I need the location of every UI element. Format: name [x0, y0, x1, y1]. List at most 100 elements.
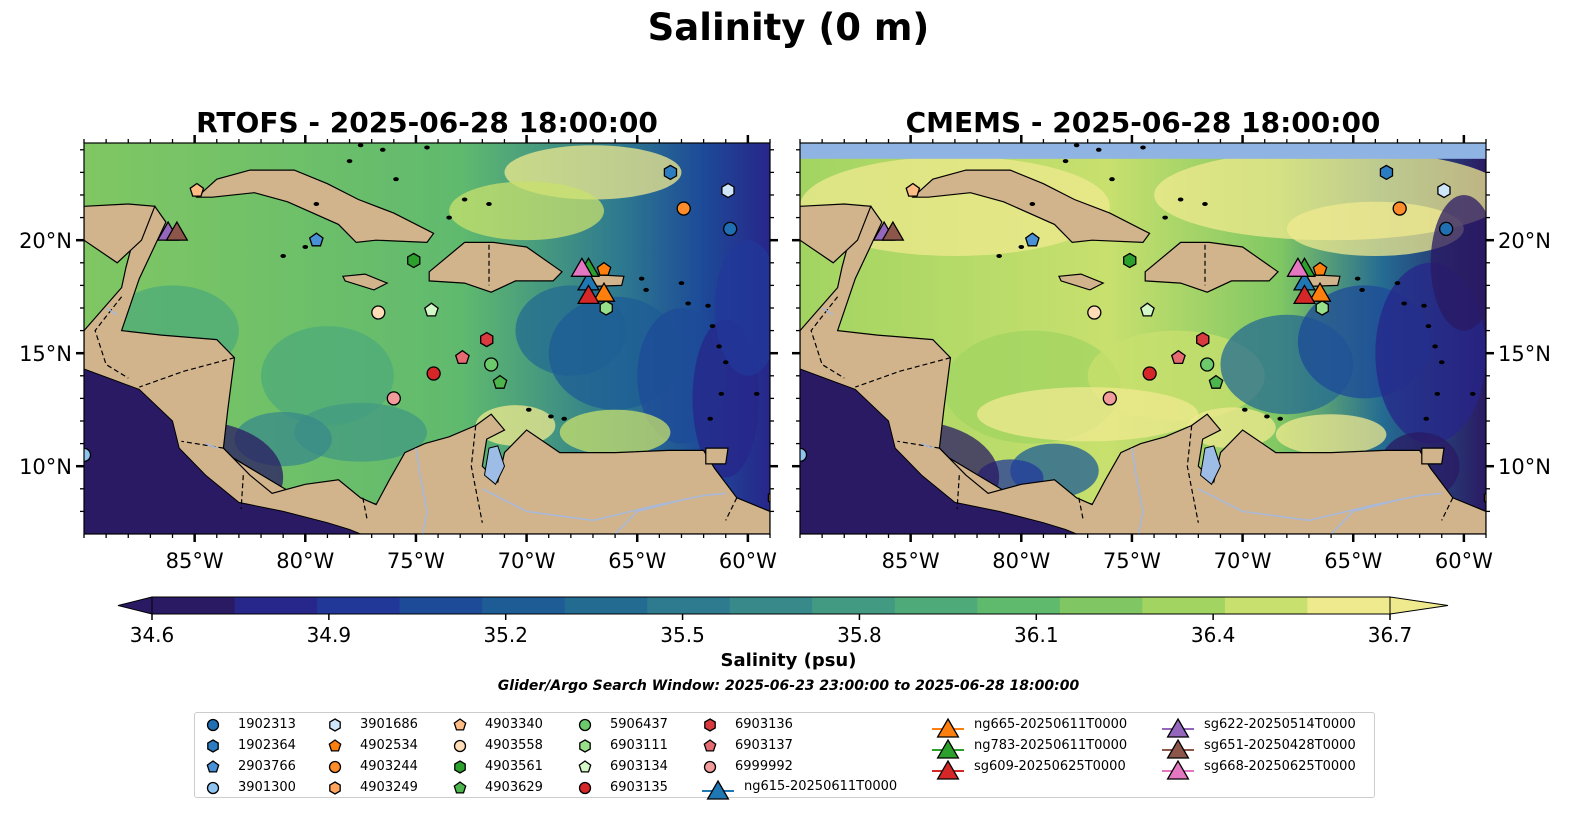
island: [685, 301, 691, 306]
island: [1359, 287, 1365, 292]
legend-marker: [579, 739, 591, 753]
legend-symbol: [704, 718, 716, 732]
legend-marker: [453, 739, 467, 753]
colorbar-bin: [729, 597, 813, 614]
platform-marker-5906437: [1200, 357, 1215, 372]
jamaica-land: [1057, 273, 1105, 291]
trinidad-land: [1421, 447, 1445, 465]
island: [1109, 177, 1115, 182]
island: [424, 145, 430, 150]
platform-marker-2903766: [1024, 232, 1040, 247]
platform-marker-3901300: [84, 447, 92, 463]
colorbar-tick-label: 36.4: [1191, 623, 1236, 647]
platform-marker-6903137: [454, 349, 470, 365]
island: [1469, 391, 1476, 396]
country-border: [1441, 497, 1454, 521]
platform-marker-4903561: [407, 252, 421, 269]
lon-tick-label: 80°W: [992, 549, 1050, 573]
platform-marker-6903136: [480, 331, 494, 348]
legend-label: 4903340: [485, 717, 543, 732]
country-border: [725, 497, 738, 521]
island: [678, 281, 685, 286]
legend-marker: [206, 760, 220, 773]
legend-marker: [453, 781, 467, 794]
platform-marker-4902534: [1312, 261, 1328, 276]
island: [643, 287, 649, 292]
glider-marker-sg651-20250428T0000: [881, 220, 905, 241]
cuba-land: [195, 169, 435, 244]
cuba-land: [911, 169, 1151, 244]
legend-symbol: [1162, 759, 1194, 780]
island: [1438, 360, 1445, 365]
glider-marker-ng665-20250611T0000: [1308, 281, 1332, 302]
legend-symbol: [206, 760, 220, 773]
island: [709, 324, 716, 329]
country-border: [1186, 425, 1199, 523]
platform-marker-6903135: [426, 366, 441, 381]
colorbar-bin: [647, 597, 731, 614]
figure-title: Salinity (0 m): [647, 6, 930, 49]
island: [705, 303, 711, 308]
country-border: [810, 296, 845, 379]
island: [1095, 147, 1102, 152]
pacific-ocean: [800, 368, 1077, 534]
legend-label: ng783-20250611T0000: [974, 738, 1128, 753]
glider-marker-ng665-20250611T0000: [592, 281, 616, 302]
legend-symbol: [329, 718, 341, 732]
country-border: [470, 425, 483, 523]
island: [716, 344, 722, 349]
island: [446, 215, 452, 220]
platform-marker-6903111: [599, 300, 613, 316]
colorbar-bin: [1307, 597, 1391, 614]
island: [1177, 197, 1184, 202]
lat-tick-label: 10°N: [19, 455, 72, 479]
legend-label: 3901686: [360, 717, 418, 732]
colorbar-tick-label: 34.9: [307, 623, 352, 647]
legend-marker: [936, 759, 960, 780]
lon-tick-label: 75°W: [1103, 549, 1161, 573]
search-window-text: Glider/Argo Search Window: 2025-06-23 23…: [497, 678, 1080, 694]
colorbar-tick-label: 36.1: [1014, 623, 1059, 647]
legend-marker: [704, 718, 716, 732]
island: [393, 177, 399, 182]
island: [548, 414, 554, 419]
platform-marker-6903136: [1196, 331, 1210, 348]
legend-marker: [578, 781, 592, 795]
legend-symbol: [206, 781, 220, 795]
platform-marker-4903244: [1392, 201, 1407, 216]
legend-label: 6903135: [610, 780, 668, 795]
legend-label: ng665-20250611T0000: [974, 717, 1128, 732]
colorbar-extend-low: [117, 596, 153, 615]
rtofs-map: 85°W 80°W 75°W 70°W 65°W 60°W 10°N 15°N 20°N: [19, 135, 778, 573]
trinidad-land: [705, 447, 729, 465]
country-border: [94, 296, 129, 379]
legend-marker: [206, 781, 220, 795]
colorbar-frame: [151, 596, 1391, 615]
hispaniola-land: [428, 241, 563, 293]
island: [1432, 344, 1438, 349]
river: [614, 499, 682, 534]
legend-symbol: [206, 718, 220, 732]
platform-marker-6903134: [1140, 302, 1155, 317]
legend-marker: [936, 738, 960, 759]
island: [1202, 202, 1208, 207]
cmems-map: 85°W 80°W 75°W 70°W 65°W 60°W 10°N 15°N 20°N: [792, 135, 1551, 573]
legend-marker: [578, 718, 592, 732]
legend-symbol: [1162, 717, 1194, 738]
platform-marker-4903558: [371, 305, 386, 320]
lon-tick-label: 70°W: [1214, 549, 1272, 573]
legend-label: 5906437: [610, 717, 668, 732]
country-border: [1078, 497, 1084, 521]
colorbar-bin: [152, 597, 236, 614]
colorbar-tick-label: 35.2: [483, 623, 528, 647]
river: [821, 307, 834, 316]
country-border: [362, 497, 368, 521]
island: [1401, 301, 1407, 306]
legend-marker: [706, 779, 730, 800]
legend-marker: [329, 781, 341, 795]
legend-label: 6999992: [735, 759, 793, 774]
island: [357, 143, 364, 148]
country-border: [240, 475, 244, 510]
glider-marker-sg668-20250625T0000: [570, 257, 594, 277]
country-border: [139, 357, 235, 388]
